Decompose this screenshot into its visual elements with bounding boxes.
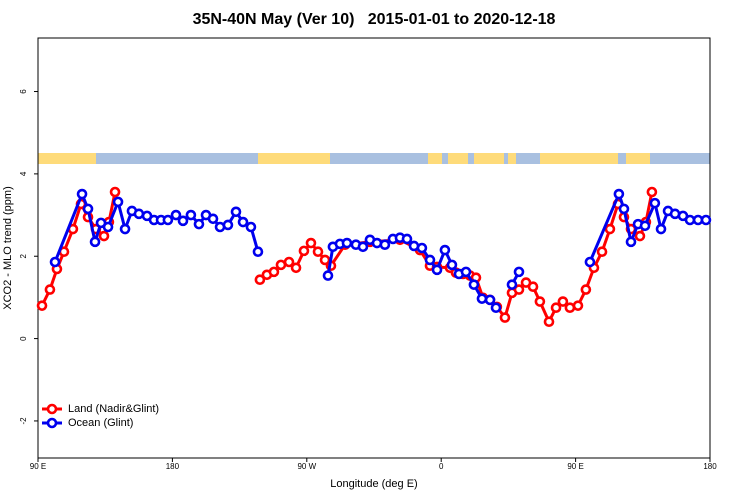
data-point (646, 186, 658, 198)
data-point (268, 266, 280, 278)
data-point (543, 316, 555, 328)
data-point (76, 188, 88, 200)
y-tick-label: 6 (19, 89, 28, 94)
data-point (700, 214, 712, 226)
data-point (230, 206, 242, 218)
data-point (322, 270, 334, 281)
data-point (36, 300, 48, 311)
data-point (424, 254, 436, 266)
data-point (634, 230, 646, 242)
data-point (109, 186, 121, 198)
y-tick-label: -2 (19, 417, 28, 425)
data-point (98, 230, 110, 242)
data-point (252, 246, 264, 258)
data-point (89, 236, 101, 248)
x-tick-label: 90 E (567, 462, 583, 471)
data-point (357, 241, 369, 253)
series-line (53, 192, 706, 309)
x-tick-label: 90 E (30, 462, 46, 471)
data-point (580, 284, 592, 295)
data-point (119, 223, 131, 235)
data-point (572, 300, 584, 311)
data-point (604, 223, 616, 235)
data-point (193, 218, 205, 230)
data-point (341, 237, 353, 249)
data-point (446, 259, 458, 271)
data-point (490, 302, 502, 314)
data-point (319, 254, 331, 266)
land-ocean-strip (38, 153, 710, 164)
data-point (112, 196, 124, 208)
legend-label: Ocean (Glint) (68, 417, 133, 429)
data-point (312, 246, 324, 258)
data-point (207, 213, 219, 225)
data-point (468, 279, 480, 290)
data-point (237, 216, 249, 228)
data-point (613, 188, 625, 200)
data-point (513, 266, 525, 278)
data-point (305, 237, 317, 249)
data-point (564, 302, 576, 314)
x-tick-label: 180 (703, 462, 717, 471)
data-point (639, 220, 651, 232)
data-point (177, 215, 189, 227)
x-axis-label: Longitude (deg E) (330, 478, 417, 490)
data-point (416, 242, 428, 254)
plot-frame (37, 37, 711, 459)
x-tick-label: 180 (166, 462, 180, 471)
data-point (222, 219, 234, 231)
y-tick-label: 4 (19, 171, 28, 176)
data-point (534, 296, 546, 307)
data-point (44, 284, 56, 295)
data-point (557, 296, 569, 307)
data-point (655, 223, 667, 235)
data-point (484, 294, 496, 306)
data-point (283, 256, 295, 268)
legend-label: Land (Nadir&Glint) (68, 403, 159, 415)
data-point (49, 256, 61, 268)
data-point (170, 209, 182, 221)
legend-marker (46, 417, 58, 429)
data-point (618, 203, 630, 215)
data-point (254, 274, 266, 286)
data-point (102, 221, 114, 233)
data-point (513, 284, 525, 295)
data-point (401, 233, 413, 245)
data-point (185, 209, 197, 221)
data-point (527, 281, 539, 293)
data-point (298, 245, 310, 257)
x-tick-label: 0 (439, 462, 444, 471)
data-point (596, 246, 608, 258)
data-point (290, 262, 302, 274)
data-point (649, 197, 661, 209)
y-axis-label: XCO2 - MLO trend (ppm) (2, 186, 14, 309)
data-point (460, 266, 472, 278)
data-point (439, 244, 451, 256)
legend-marker (46, 403, 58, 415)
x-tick-label: 90 W (297, 462, 316, 471)
data-point (550, 302, 562, 314)
data-point (162, 214, 174, 226)
data-point (133, 208, 145, 220)
data-point (506, 279, 518, 290)
data-point (82, 203, 94, 215)
data-point (625, 236, 637, 248)
data-point (245, 221, 257, 233)
y-tick-label: 2 (19, 253, 28, 258)
data-point (584, 256, 596, 268)
data-point (499, 312, 511, 323)
data-point (431, 264, 443, 276)
data-point (476, 293, 488, 304)
y-tick-label: 0 (19, 336, 28, 341)
chart-title: 35N-40N May (Ver 10) 2015-01-01 to 2020-… (193, 11, 556, 28)
data-point (379, 239, 391, 251)
